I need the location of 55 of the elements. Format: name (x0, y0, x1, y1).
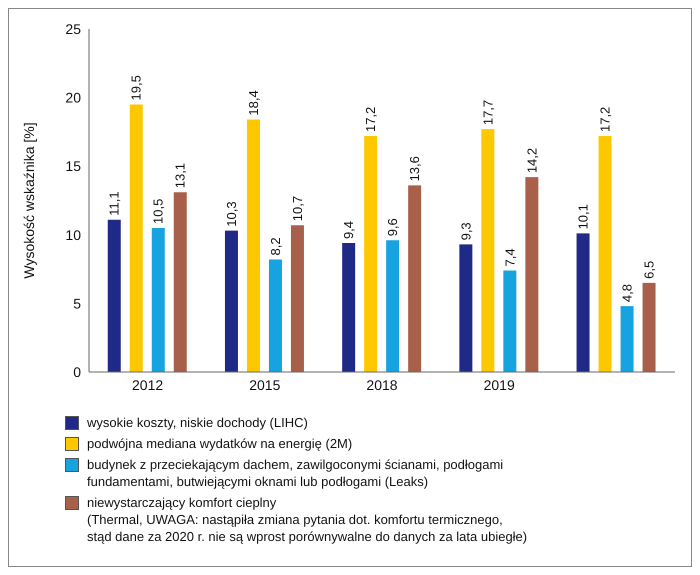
bar (620, 306, 634, 372)
data-label: 19,5 (128, 75, 144, 100)
y-tick-label: 0 (73, 364, 82, 380)
bar (481, 129, 494, 372)
bar (342, 243, 356, 372)
bar (152, 228, 165, 372)
legend-label: budynek z przeciekającym dachem, zawilgoconymi ścianami, podłogami fundamentami, butwiejącymi oknami lub podłogami (Leaks) (87, 456, 504, 490)
x-tick-label: 2012 (132, 376, 164, 393)
data-label: 6,5 (642, 260, 657, 279)
bar (503, 270, 516, 372)
y-tick-label: 10 (65, 226, 82, 243)
y-tick-label: 15 (65, 158, 82, 174)
bar (290, 225, 304, 372)
x-tick-label: 2019 (484, 376, 515, 393)
bar (598, 136, 612, 372)
data-label: 18,4 (246, 90, 261, 116)
data-label: 4,8 (620, 284, 635, 302)
bar (268, 259, 282, 372)
bar (525, 177, 538, 372)
y-tick-label: 25 (65, 20, 82, 37)
data-label: 10,1 (576, 204, 591, 230)
y-axis-title: Wysokość wskaźnika [%] (20, 122, 37, 279)
bar (246, 120, 260, 372)
data-label: 13,1 (172, 162, 188, 188)
data-label: 17,2 (598, 106, 613, 132)
x-tick-label: 2018 (366, 376, 398, 393)
data-label: 10,3 (224, 201, 239, 227)
data-label: 10,5 (150, 198, 166, 224)
y-tick-label: 20 (65, 90, 82, 106)
bar (130, 104, 143, 372)
bar (224, 230, 238, 372)
y-tick-label: 5 (73, 295, 82, 312)
data-label: 17,2 (363, 106, 378, 132)
bar (459, 244, 472, 372)
legend-label: wysokie koszty, niskie dochody (LIHC) (87, 414, 308, 431)
bar (108, 220, 121, 372)
legend-label: podwójna mediana wydatków na energię (2M) (87, 435, 352, 452)
x-tick-label: 2015 (249, 376, 281, 393)
data-label: 9,3 (458, 222, 474, 240)
data-label: 8,2 (268, 237, 283, 256)
data-label: 11,1 (106, 191, 122, 216)
bar (408, 185, 422, 372)
data-label: 10,7 (290, 196, 305, 222)
bar (642, 282, 656, 372)
bar (386, 240, 400, 372)
bar (364, 136, 378, 372)
data-label: 7,4 (502, 248, 518, 266)
data-label: 17,7 (480, 100, 496, 126)
data-label: 13,6 (407, 156, 422, 182)
legend-label: niewystarczający komfort cieplny (Thermal, UWAGA: nastąpiła zmiana pytania dot. komfortu termicznego, stąd dane za 2020 r. nie są wprost porównywalne do danych za lata ubiegłe) (87, 494, 528, 545)
data-label: 9,6 (385, 218, 400, 236)
bar (576, 233, 590, 372)
bar (174, 192, 187, 372)
data-label: 9,4 (341, 220, 356, 240)
data-label: 14,2 (524, 148, 540, 174)
